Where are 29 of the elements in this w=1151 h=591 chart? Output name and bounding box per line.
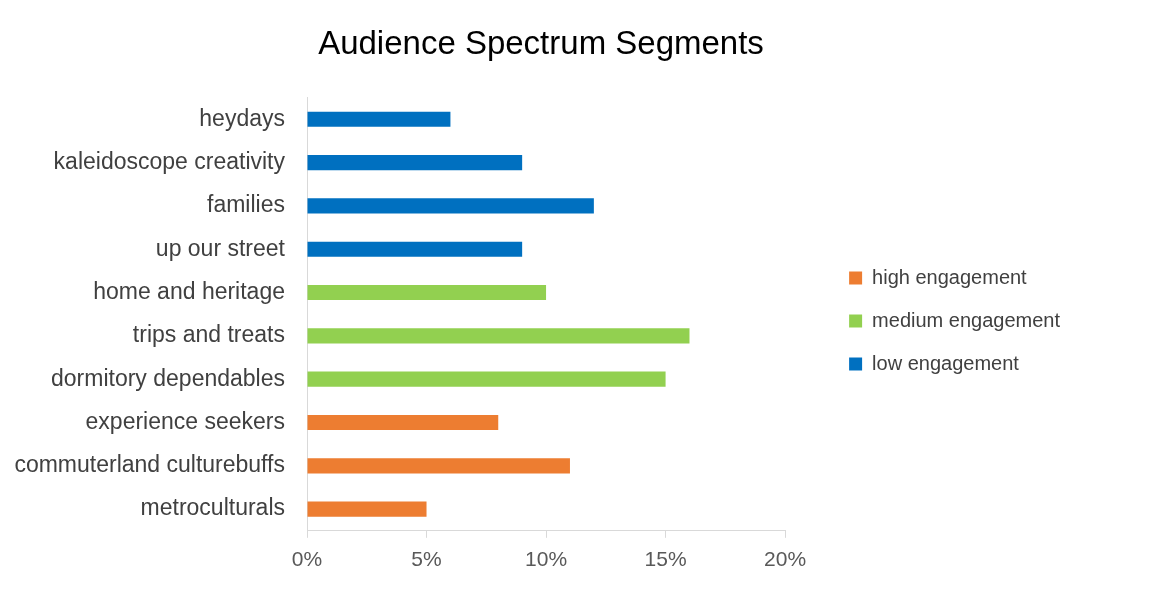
- bar: [307, 414, 499, 431]
- y-tick-label: families: [207, 191, 285, 218]
- y-tick-label: experience seekers: [85, 407, 285, 434]
- y-tick-label: dormitory dependables: [51, 364, 285, 391]
- y-tick-label: trips and treats: [132, 321, 285, 348]
- y-tick-label: up our street: [155, 234, 286, 261]
- legend-label: low engagement: [872, 351, 1020, 374]
- legend-label: high engagement: [872, 265, 1028, 288]
- y-tick-label: commuterland culturebuffs: [14, 451, 285, 478]
- x-tick-label: 0%: [291, 547, 323, 571]
- bar: [307, 501, 427, 517]
- y-tick-label: metroculturals: [140, 494, 285, 521]
- bar: [307, 328, 690, 344]
- legend-label: medium engagement: [872, 308, 1061, 331]
- bar: [307, 155, 523, 171]
- x-tick-label: 10%: [525, 547, 568, 571]
- x-tick-label: 5%: [411, 547, 442, 571]
- bar: [307, 241, 523, 257]
- bar: [307, 111, 451, 127]
- x-tick-label: 20%: [764, 547, 807, 571]
- bar: [307, 371, 666, 387]
- y-tick-label: heydays: [199, 104, 285, 131]
- y-tick-label: home and heritage: [93, 277, 285, 304]
- bar: [307, 458, 570, 474]
- bar: [307, 284, 547, 301]
- x-tick-label: 15%: [644, 547, 687, 571]
- y-tick-label: kaleidoscope creativity: [53, 147, 286, 174]
- chart-title: Audience Spectrum Segments: [318, 23, 764, 61]
- bar: [307, 198, 594, 214]
